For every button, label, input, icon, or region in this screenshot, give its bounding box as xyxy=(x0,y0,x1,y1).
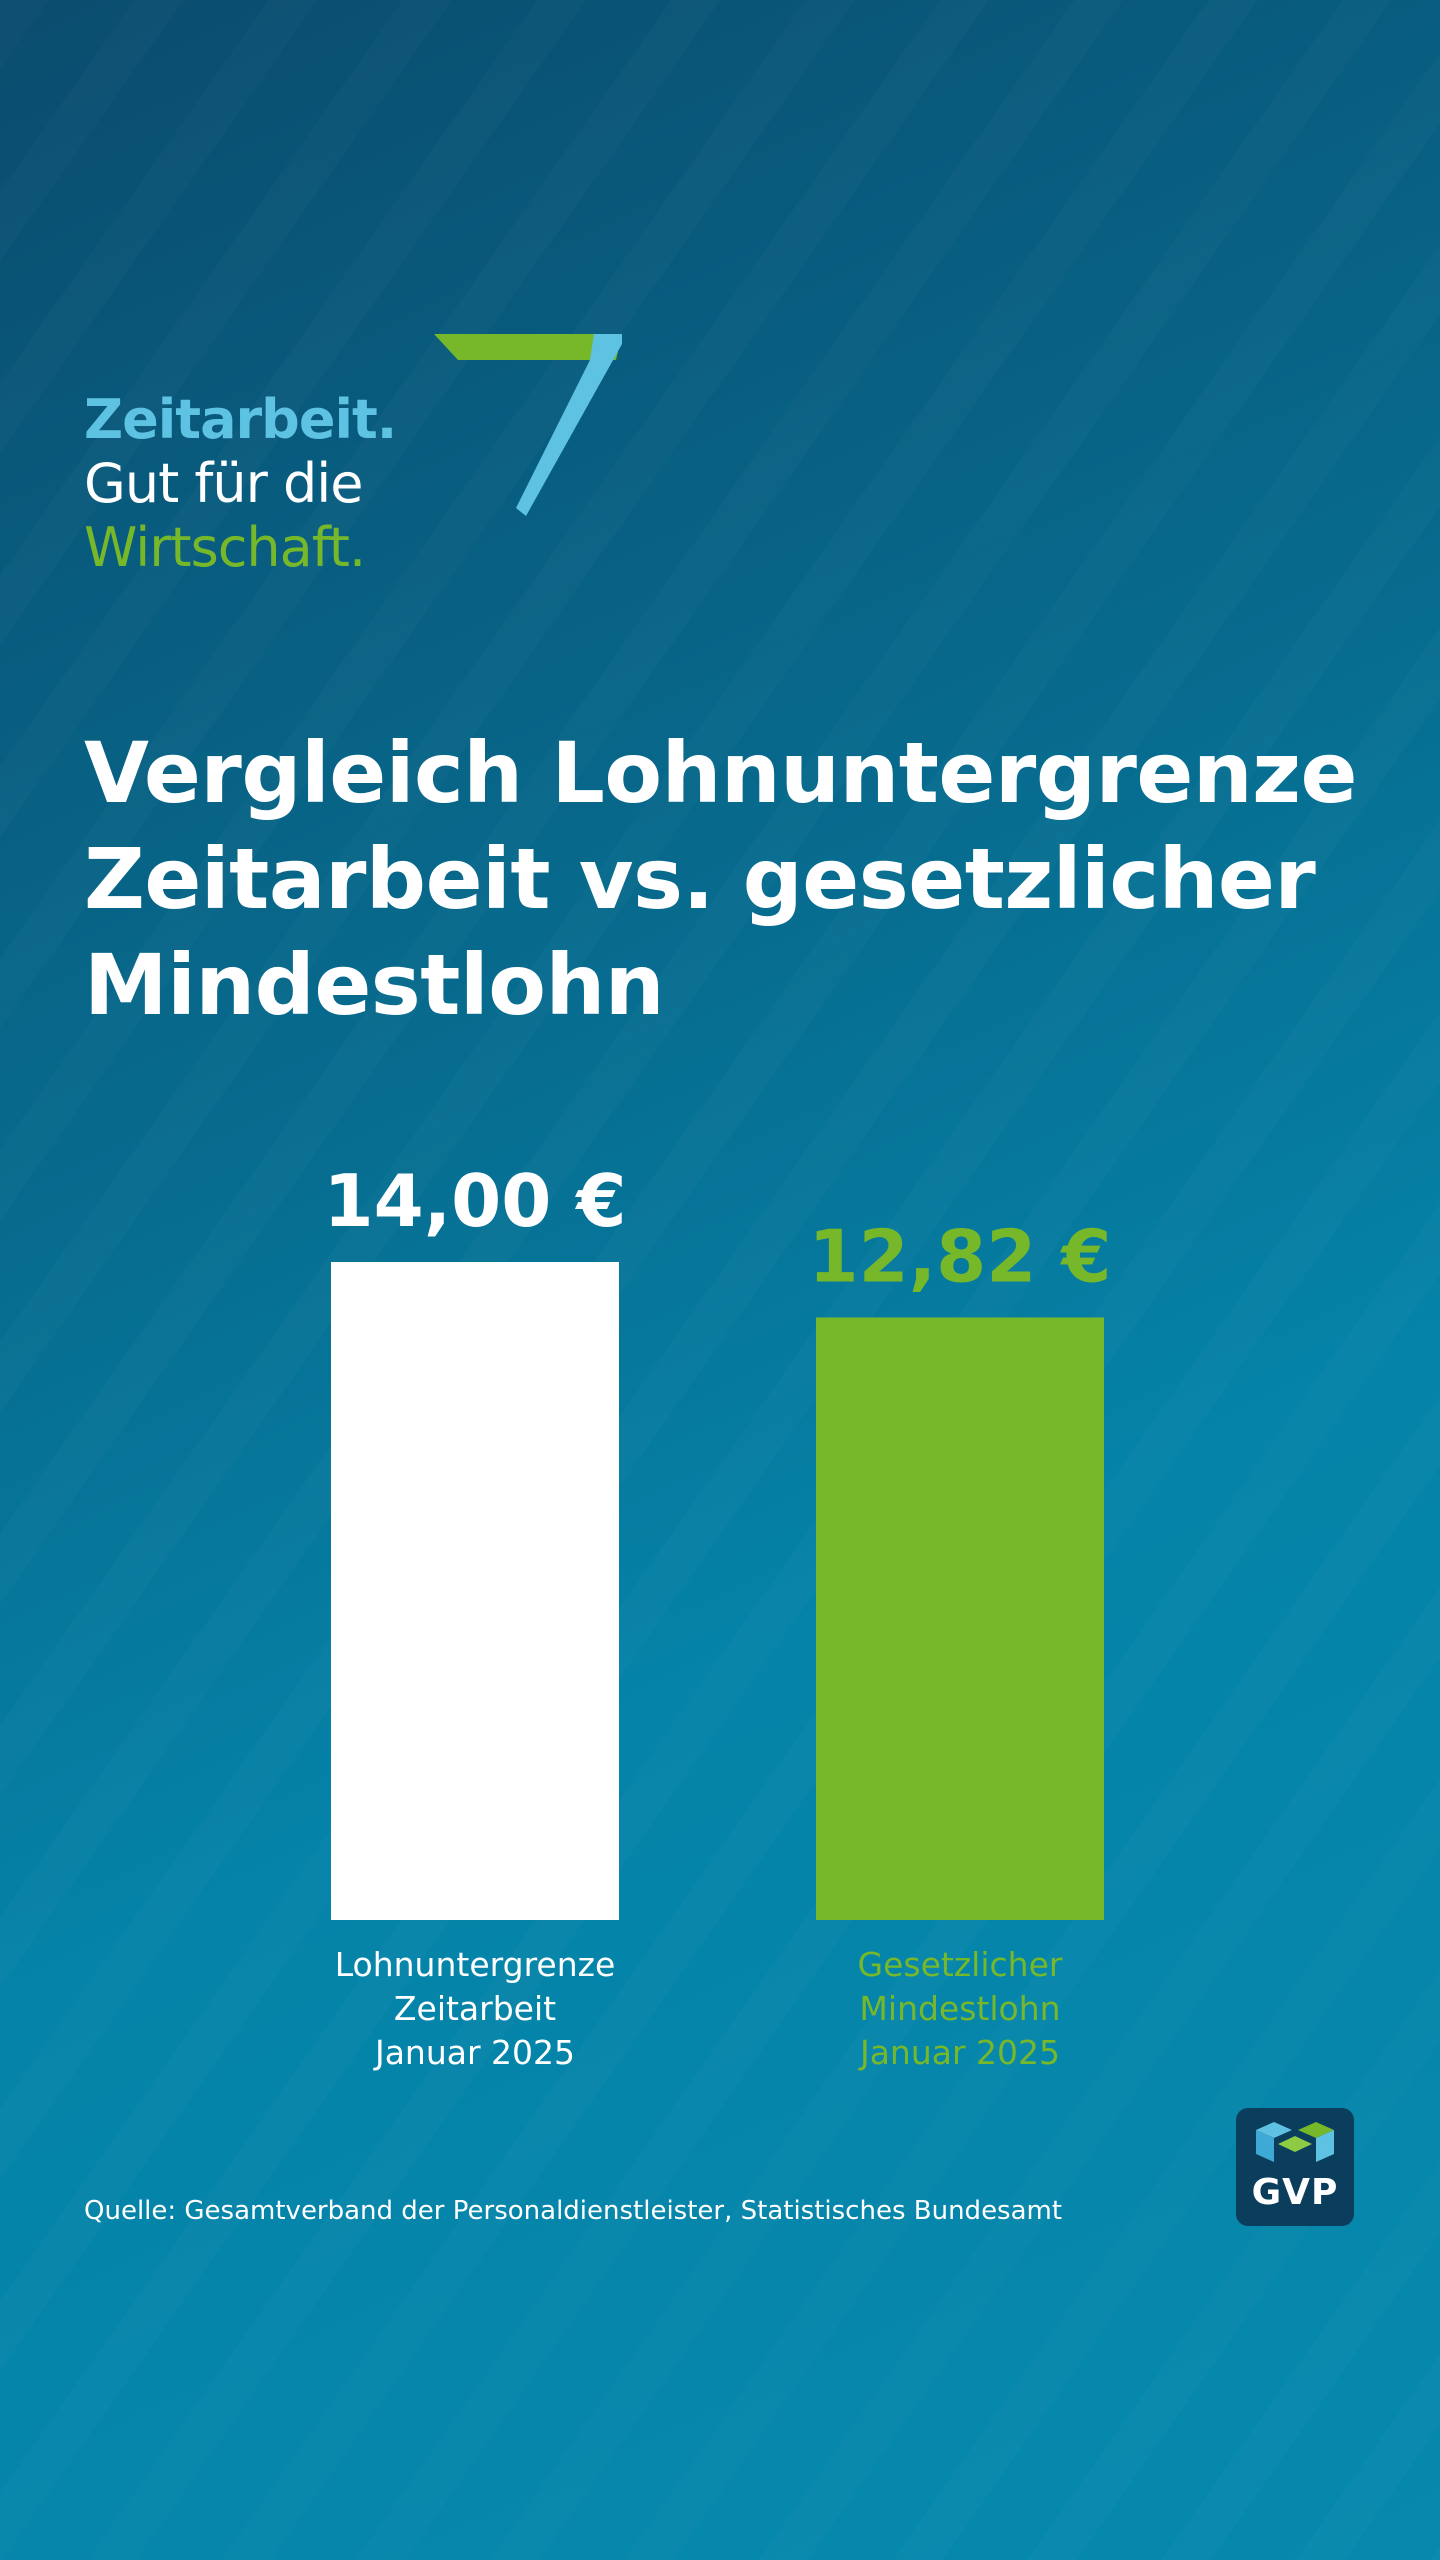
logo-line-3: Wirtschaft. xyxy=(84,516,366,579)
logo-line-2: Gut für die xyxy=(84,452,364,515)
logo-line-1: Zeitarbeit. xyxy=(84,388,397,451)
bar-2 xyxy=(816,1317,1104,1920)
bar-1 xyxy=(331,1262,619,1920)
value-label-1: 14,00 € xyxy=(324,1159,627,1243)
page-title: Vergleich Lohnuntergrenze Zeitarbeit vs.… xyxy=(84,720,1384,1038)
source-note: Quelle: Gesamtverband der Personaldienst… xyxy=(84,2196,1063,2226)
category-label-1-line-3: Januar 2025 xyxy=(373,2033,575,2072)
category-label-2-line-3: Januar 2025 xyxy=(858,2033,1060,2072)
gvp-label: GVP xyxy=(1251,2172,1339,2213)
gvp-logo-icon xyxy=(1256,2122,1334,2162)
title-line-3: Mindestlohn xyxy=(84,936,665,1034)
category-label-2-line-2: Mindestlohn xyxy=(859,1989,1060,2028)
category-label-1-line-2: Zeitarbeit xyxy=(394,1989,556,2028)
seven-icon xyxy=(434,334,622,516)
title-line-1: Vergleich Lohnuntergrenze xyxy=(84,724,1358,822)
value-label-2: 12,82 € xyxy=(809,1214,1112,1298)
category-label-2-line-1: Gesetzlicher xyxy=(858,1945,1063,1984)
title-line-2: Zeitarbeit vs. gesetzlicher xyxy=(84,830,1316,928)
zeitarbeit-logo: Zeitarbeit. Gut für die Wirtschaft. xyxy=(84,330,622,590)
category-label-1-line-1: Lohnuntergrenze xyxy=(335,1945,616,1984)
gvp-badge: GVP xyxy=(1236,2108,1354,2226)
bar-chart: 14,00 € Lohnuntergrenze Zeitarbeit Januar 2… xyxy=(324,1159,1112,2072)
logo-wordmark: Zeitarbeit. Gut für die Wirtschaft. xyxy=(84,388,397,580)
